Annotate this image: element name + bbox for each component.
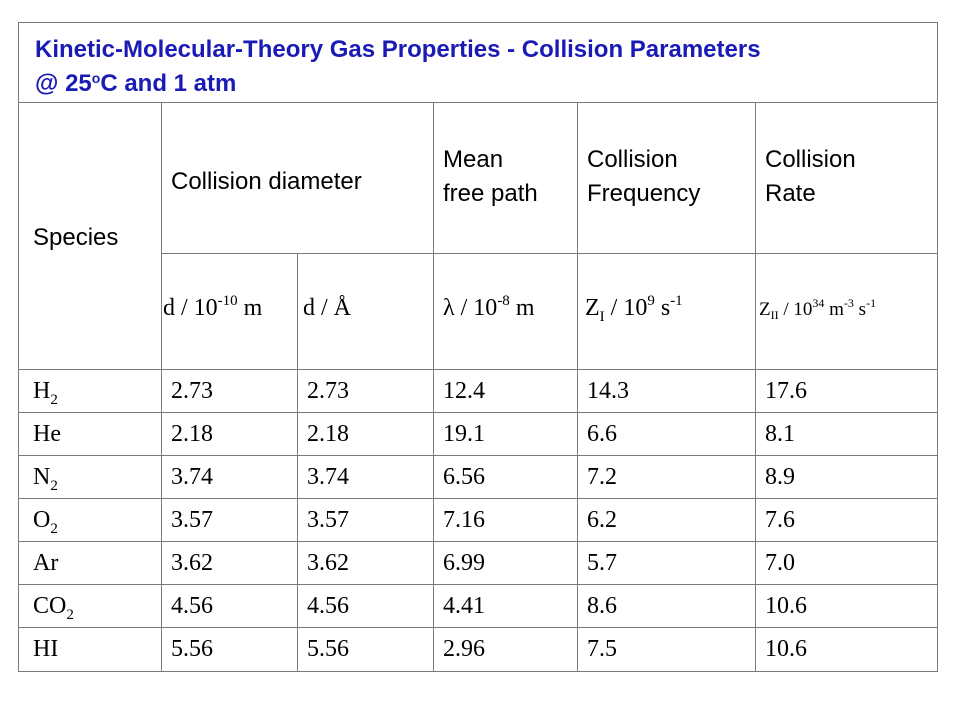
unit-z1: ZI / 109 s-1 [585, 293, 683, 325]
title-line-1: Kinetic-Molecular-Theory Gas Properties … [35, 36, 761, 63]
header-species: Species [33, 224, 119, 251]
value-cell-d-A: 2.18 [307, 421, 349, 447]
grid-line [19, 627, 937, 628]
value-cell-lambda: 2.96 [443, 636, 485, 662]
species-cell: H2 [33, 378, 58, 408]
value-cell-lambda: 4.41 [443, 593, 485, 619]
unit-lambda: λ / 10-8 m [443, 293, 535, 322]
unit-d-angstrom: d / Å [303, 295, 351, 321]
unit-z2: ZII / 1034 m-3 s-1 [759, 296, 877, 322]
value-cell-lambda: 6.99 [443, 550, 485, 576]
value-cell-d-A: 3.62 [307, 550, 349, 576]
grid-line [577, 103, 578, 671]
value-cell-z2: 8.1 [765, 421, 795, 447]
grid-line [433, 103, 434, 671]
value-cell-lambda: 7.16 [443, 507, 485, 533]
species-cell: O2 [33, 507, 58, 537]
grid-line [19, 498, 937, 499]
value-cell-d-m: 3.57 [171, 507, 213, 533]
title-line-2: @ 25oC and 1 atm [35, 70, 237, 97]
grid-line [297, 253, 298, 671]
grid-line [755, 103, 756, 671]
value-cell-d-A: 3.74 [307, 464, 349, 490]
grid-line [19, 455, 937, 456]
value-cell-d-A: 2.73 [307, 378, 349, 404]
unit-d-1e-10-m: d / 10-10 m [163, 293, 263, 322]
header-collision-rate: Collision Rate [765, 146, 856, 207]
value-cell-d-m: 5.56 [171, 636, 213, 662]
grid-line [161, 253, 937, 254]
value-cell-d-m: 4.56 [171, 593, 213, 619]
value-cell-z2: 10.6 [765, 636, 807, 662]
value-cell-z1: 7.2 [587, 464, 617, 490]
value-cell-lambda: 19.1 [443, 421, 485, 447]
value-cell-lambda: 6.56 [443, 464, 485, 490]
species-cell: CO2 [33, 593, 74, 623]
species-cell: HI [33, 636, 59, 662]
value-cell-z1: 14.3 [587, 378, 629, 404]
value-cell-z2: 8.9 [765, 464, 795, 490]
species-cell: Ar [33, 550, 59, 576]
gas-properties-table: Kinetic-Molecular-Theory Gas Properties … [18, 22, 938, 672]
grid-line [19, 541, 937, 542]
value-cell-z1: 8.6 [587, 593, 617, 619]
grid-line [19, 369, 937, 370]
table-title: Kinetic-Molecular-Theory Gas Properties … [19, 23, 937, 103]
value-cell-d-A: 5.56 [307, 636, 349, 662]
header-mean-free-path: Mean free path [443, 146, 538, 207]
grid-line [19, 584, 937, 585]
value-cell-z1: 5.7 [587, 550, 617, 576]
species-cell: N2 [33, 464, 58, 494]
value-cell-z2: 10.6 [765, 593, 807, 619]
value-cell-d-m: 2.73 [171, 378, 213, 404]
value-cell-z1: 6.2 [587, 507, 617, 533]
value-cell-z2: 7.0 [765, 550, 795, 576]
grid-line [19, 412, 937, 413]
value-cell-z2: 17.6 [765, 378, 807, 404]
value-cell-d-A: 4.56 [307, 593, 349, 619]
value-cell-z2: 7.6 [765, 507, 795, 533]
header-collision-frequency: Collision Frequency [587, 146, 701, 207]
value-cell-z1: 6.6 [587, 421, 617, 447]
value-cell-d-A: 3.57 [307, 507, 349, 533]
header-collision-diameter: Collision diameter [171, 168, 362, 195]
species-cell: He [33, 421, 61, 447]
value-cell-d-m: 2.18 [171, 421, 213, 447]
value-cell-z1: 7.5 [587, 636, 617, 662]
value-cell-d-m: 3.74 [171, 464, 213, 490]
grid-line [161, 103, 162, 671]
value-cell-lambda: 12.4 [443, 378, 485, 404]
value-cell-d-m: 3.62 [171, 550, 213, 576]
